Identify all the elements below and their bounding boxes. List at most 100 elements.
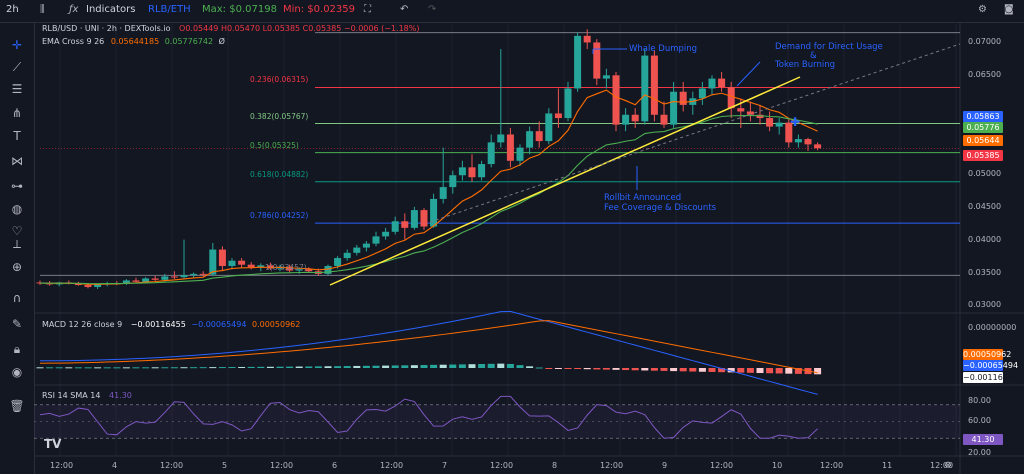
macd-histogram-bar (689, 368, 697, 372)
demand-note-line3[interactable]: Token Burning (775, 60, 835, 70)
macd-histogram-bar (257, 366, 265, 368)
candle-body (670, 91, 678, 125)
macd-histogram-bar (161, 367, 169, 369)
macd-histogram-bar (478, 364, 486, 368)
lock-icon[interactable]: 🔒︎ (13, 342, 21, 356)
candle-body (401, 221, 409, 228)
macd-histogram-bar (660, 368, 668, 371)
candle-body (785, 122, 793, 143)
brush-icon[interactable]: ◍ (11, 202, 23, 216)
grid-lines (34, 23, 1024, 474)
candle-body (583, 35, 591, 43)
indicators-icon[interactable]: ƒx (69, 4, 79, 15)
time-axis-label: 6 (332, 461, 338, 470)
macd-histogram-bar (94, 367, 102, 369)
macd-histogram-bar (622, 368, 630, 371)
macd-histogram-bar (670, 368, 678, 372)
candle-body (727, 87, 735, 109)
interval-selector[interactable]: 2h (6, 4, 19, 15)
ema-fast-line (39, 89, 818, 285)
min-price: Min: $0.02359 (283, 4, 356, 15)
rsi-axis-label: 80.00 (968, 396, 991, 405)
pair-toggle[interactable]: RLB/ETH (148, 4, 191, 15)
pattern-icon[interactable]: ⋈ (11, 154, 23, 168)
candle-body (122, 280, 130, 284)
macd-value-3: 0.00050962 (251, 320, 301, 329)
macd-histogram-bar (814, 368, 822, 375)
chart-type-icon[interactable]: ⫼ (40, 4, 45, 15)
macd-value-1: −0.00116455 (130, 320, 186, 329)
candle-body (794, 139, 802, 143)
candle-body (142, 278, 150, 282)
yellow-trendline (329, 76, 801, 286)
candle-body (430, 198, 438, 227)
macd-line (39, 310, 818, 395)
stay-drawing-icon[interactable]: ✎ (11, 317, 23, 331)
text-tool-icon[interactable]: T (13, 129, 21, 143)
indicators-button[interactable]: Indicators (86, 4, 136, 15)
candle-body (526, 131, 534, 148)
candle-body (36, 282, 44, 284)
whale-dumping-note[interactable]: Whale Dumping (629, 44, 698, 54)
macd-histogram-bar (238, 366, 246, 368)
price-axis-label: 0.06500 (968, 70, 1002, 80)
settings-icon[interactable]: ⚙ (978, 4, 987, 15)
candle-body (775, 122, 783, 127)
macd-histogram-bar (564, 368, 572, 369)
candle-body (487, 142, 495, 165)
candle-body (478, 164, 486, 178)
price-axis-label: 0.04000 (968, 234, 1002, 244)
candle-body (698, 88, 706, 99)
macd-histogram-bar (353, 365, 361, 368)
candle-body (132, 280, 140, 282)
macd-histogram-bar (698, 368, 706, 372)
tradingview-logo-icon: 𝗧𝗩 (44, 437, 62, 451)
time-axis-label: 12:00 (600, 461, 624, 470)
rollbit-note-line2[interactable]: Fee Coverage & Discounts (604, 203, 717, 213)
favorites-icon[interactable]: ♡ (11, 224, 23, 238)
macd-histogram-bar (641, 368, 649, 371)
time-axis-label: 12:00 (380, 461, 404, 470)
undo-icon[interactable]: ↶ (400, 4, 409, 15)
demand-note-line1[interactable]: Demand for Direct Usage (775, 42, 883, 52)
price-axis-label: 0.03500 (968, 267, 1002, 277)
macd-histogram-bar (420, 365, 428, 368)
rsi-legend: RSI 14 SMA 14 41.30 (42, 391, 132, 400)
macd-histogram-bar (190, 367, 198, 369)
macd-histogram-bar (794, 368, 802, 374)
crosshair-icon[interactable]: ✛ (11, 38, 23, 52)
ema-hidden-icon[interactable]: Ø (218, 37, 225, 46)
macd-histogram-bar (679, 368, 687, 372)
macd-histogram-bar (583, 368, 591, 370)
pitchfork-icon[interactable]: ⋔ (11, 106, 23, 120)
demand-note-line2[interactable]: & (810, 51, 817, 61)
trendline-icon[interactable]: ⟋ (12, 60, 22, 74)
redo-icon[interactable]: ↷ (428, 4, 437, 15)
macd-histogram-bar (142, 367, 150, 369)
candle-body (458, 167, 466, 176)
macd-histogram-bar (545, 368, 553, 369)
horizontal-lines-icon[interactable]: ☰ (11, 82, 23, 96)
macd-value-2: −0.00065494 (191, 320, 247, 329)
macd-histogram-bar (209, 367, 217, 369)
candle-body (382, 231, 390, 237)
macd-histogram-bar (113, 367, 121, 369)
zoom-icon[interactable]: ⊕ (11, 260, 23, 274)
fib-level-label: 0.786(0.04252) (250, 211, 309, 221)
rollbit-note-line1[interactable]: Rollbit Announced (604, 193, 682, 203)
macd-histogram-bar (276, 366, 284, 368)
rsi-axis-label: 20.00 (968, 448, 991, 457)
ruler-icon[interactable]: ⟂ (12, 237, 21, 251)
eye-icon[interactable]: ◉ (11, 365, 23, 379)
macd-histogram-bar (74, 367, 82, 369)
trash-icon[interactable]: 🗑︎ (9, 399, 25, 413)
magnet-icon[interactable]: ∩ (12, 291, 22, 305)
candle-body (622, 114, 630, 125)
fib-level-label: 0.382(0.05767) (250, 111, 309, 121)
axis-settings-icon[interactable]: ⚙ (944, 461, 953, 471)
fullscreen-icon[interactable]: ⛶ (364, 4, 371, 15)
macd-histogram-bar (506, 363, 514, 368)
camera-icon[interactable]: ◙ (1004, 4, 1014, 15)
measure-icon[interactable]: ⊶ (11, 179, 23, 193)
